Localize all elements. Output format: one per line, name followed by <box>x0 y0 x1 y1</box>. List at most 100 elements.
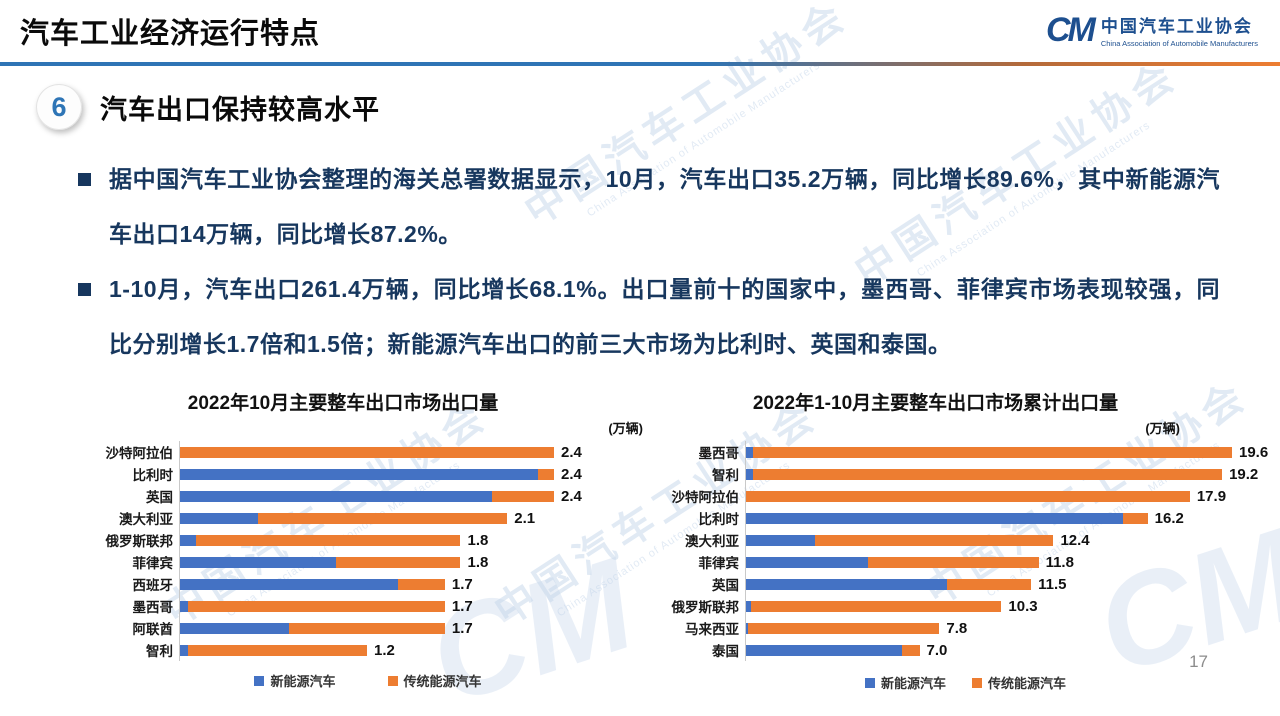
chart-row: 俄罗斯联邦 10.3 <box>651 595 1280 617</box>
bar-segment-nev <box>180 512 258 524</box>
bar-segment-trad <box>195 534 461 546</box>
bar-segment-nev <box>746 622 749 634</box>
value-label: 12.4 <box>1060 531 1090 549</box>
bar-segment-trad <box>180 446 554 458</box>
bar-track: 10.3 <box>745 595 1232 617</box>
chart-title: 2022年1-10月主要整车出口市场累计出口量 <box>752 393 1119 414</box>
category-label: 比利时 <box>132 468 174 483</box>
bar-segment-nev <box>180 622 290 634</box>
legend-swatch-trad <box>387 675 398 686</box>
legend-item-trad: 传统能源汽车 <box>387 671 482 690</box>
page-number: 17 <box>1189 652 1208 671</box>
bar-segment-trad <box>289 622 445 634</box>
value-label: 7.0 <box>926 641 948 659</box>
bar-segment-trad <box>746 490 1190 502</box>
bar-segment-trad <box>187 600 445 612</box>
bar-segment-trad <box>750 600 1002 612</box>
chart-unit-label: (万辆) <box>1145 421 1180 436</box>
bar-segment-trad <box>748 622 940 634</box>
value-label: 2.4 <box>560 465 582 483</box>
bar-segment-trad <box>335 556 461 568</box>
chart-row: 墨西哥 19.6 <box>651 441 1280 463</box>
category-label: 沙特阿拉伯 <box>671 490 740 505</box>
value-label: 17.9 <box>1196 487 1227 505</box>
header: 汽车工业经济运行特点 CM 中国汽车工业协会 China Association… <box>0 0 1280 62</box>
bar-segment-nev <box>180 578 399 590</box>
bar-segment-trad <box>538 468 554 480</box>
bar-segment-nev <box>180 644 188 656</box>
bar-track: 1.7 <box>179 595 554 617</box>
bullet-text: 据中国汽车工业协会整理的海关总署数据显示，10月，汽车出口35.2万辆，同比增长… <box>109 166 1220 247</box>
category-label: 智利 <box>146 644 173 659</box>
chart-row: 英国 11.5 <box>651 573 1280 595</box>
legend-swatch-nev <box>254 675 265 686</box>
chart-row: 智利 1.2 <box>85 639 651 661</box>
chart-title: 2022年10月主要整车出口市场出口量 <box>187 393 499 414</box>
value-label: 19.6 <box>1238 443 1269 461</box>
category-label: 泰国 <box>712 644 739 659</box>
category-label: 智利 <box>712 468 739 483</box>
bullet-square-icon <box>78 173 91 186</box>
legend-label-nev: 新能源汽车 <box>880 676 946 691</box>
chart-legend: 新能源汽车 传统能源汽车 <box>651 673 1280 692</box>
bar-segment-nev <box>180 534 196 546</box>
bar-track: 11.5 <box>745 573 1232 595</box>
bar-track: 1.8 <box>179 529 554 551</box>
org-logo-text: 中国汽车工业协会 China Association of Automobile… <box>1101 12 1258 48</box>
bar-segment-nev <box>746 600 751 612</box>
chart-row: 阿联酋 1.7 <box>85 617 651 639</box>
chart-row: 墨西哥 1.7 <box>85 595 651 617</box>
value-label: 1.8 <box>467 531 489 549</box>
bar-track: 19.6 <box>745 441 1268 463</box>
bar-track: 2.1 <box>179 507 554 529</box>
chart-legend: 新能源汽车 传统能源汽车 <box>85 671 651 690</box>
bar-track: 17.9 <box>745 485 1232 507</box>
chart-row: 英国 2.4 <box>85 485 651 507</box>
value-label: 1.7 <box>451 575 473 593</box>
bar-segment-nev <box>746 468 754 480</box>
category-label: 俄罗斯联邦 <box>105 534 174 549</box>
section-number-badge: 6 <box>36 84 82 130</box>
legend-swatch-nev <box>864 677 875 688</box>
bar-segment-nev <box>746 534 816 546</box>
chart-plot-area: 墨西哥 19.6 智利 19.2 沙特阿拉伯 17.9 比利时 16.2 澳大利亚 12.4 菲律宾… <box>651 441 1280 661</box>
bar-track: 2.4 <box>179 485 582 507</box>
category-label: 阿联酋 <box>132 622 174 637</box>
bar-segment-trad <box>187 644 367 656</box>
bar-segment-trad <box>946 578 1032 590</box>
value-label: 19.2 <box>1229 465 1259 483</box>
value-label: 1.7 <box>451 597 473 615</box>
bar-track: 7.8 <box>745 617 1232 639</box>
value-label: 10.3 <box>1008 597 1038 615</box>
chart-row: 澳大利亚 2.1 <box>85 507 651 529</box>
category-label: 墨西哥 <box>698 446 740 461</box>
charts-row: 2022年10月主要整车出口市场出口量 (万辆) 沙特阿拉伯 2.4 比利时 2.4 英… <box>0 388 1280 692</box>
bar-segment-nev <box>746 556 868 568</box>
category-label: 英国 <box>712 578 739 593</box>
header-divider <box>0 62 1280 66</box>
chart-row: 菲律宾 11.8 <box>651 551 1280 573</box>
chart-row: 俄罗斯联邦 1.8 <box>85 529 651 551</box>
bullet-list: 据中国汽车工业协会整理的海关总署数据显示，10月，汽车出口35.2万辆，同比增长… <box>78 152 1220 372</box>
bar-segment-nev <box>746 446 754 458</box>
legend-item-nev: 新能源汽车 <box>254 671 336 690</box>
org-name-en: China Association of Automobile Manufact… <box>1100 39 1258 48</box>
bar-segment-trad <box>815 534 1054 546</box>
bar-track: 19.2 <box>745 463 1258 485</box>
bar-segment-nev <box>746 512 1123 524</box>
bullet-text: 1-10月，汽车出口261.4万辆，同比增长68.1%。出口量前十的国家中，墨西… <box>109 276 1220 357</box>
category-label: 西班牙 <box>132 578 174 593</box>
chart-row: 澳大利亚 12.4 <box>651 529 1280 551</box>
bar-track: 12.4 <box>745 529 1232 551</box>
chart-row: 泰国 7.0 <box>651 639 1280 661</box>
category-label: 澳大利亚 <box>685 534 739 549</box>
bar-track: 11.8 <box>745 551 1232 573</box>
chart-row: 智利 19.2 <box>651 463 1280 485</box>
value-label: 2.1 <box>514 509 536 527</box>
bar-segment-trad <box>753 446 1232 458</box>
bar-segment-nev <box>180 600 188 612</box>
bar-segment-trad <box>867 556 1039 568</box>
bar-track: 1.7 <box>179 617 554 639</box>
value-label: 1.8 <box>467 553 489 571</box>
chart-row: 菲律宾 1.8 <box>85 551 651 573</box>
